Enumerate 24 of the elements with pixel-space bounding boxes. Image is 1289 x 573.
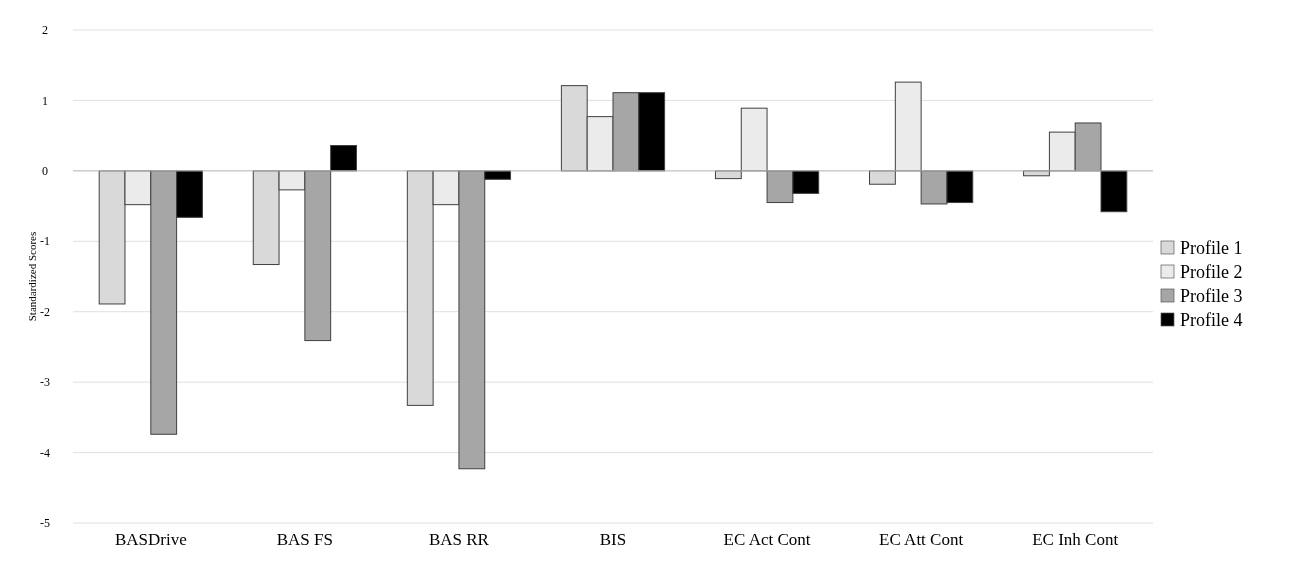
x-tick-label: EC Act Cont (723, 530, 811, 549)
legend-label: Profile 1 (1180, 238, 1243, 259)
y-axis-title: Standardized Scores (26, 231, 38, 322)
bar (1100, 170, 1128, 213)
y-tick-label: -1 (40, 234, 50, 249)
bar (869, 170, 896, 185)
y-tick-label: 1 (42, 93, 48, 108)
x-tick-label: BASDrive (114, 530, 187, 549)
y-tick-label: -2 (40, 304, 50, 319)
legend-label: Profile 4 (1180, 310, 1243, 331)
x-tick-label: BIS (599, 530, 627, 549)
y-tick-label: 0 (42, 164, 48, 179)
y-tick-label: -5 (40, 516, 50, 531)
y-tick-label: 2 (42, 23, 48, 38)
x-tick-label: BAS FS (276, 530, 333, 549)
x-tick-label: EC Att Cont (879, 530, 964, 549)
bar (740, 107, 768, 172)
x-tick-label: BAS RR (428, 530, 490, 549)
x-tick-label: EC Inh Cont (1032, 530, 1119, 549)
legend-label: Profile 3 (1180, 286, 1243, 307)
bar (330, 145, 357, 172)
legend-label: Profile 2 (1180, 262, 1243, 283)
y-tick-label: -4 (40, 445, 50, 460)
y-tick-label: -3 (40, 375, 50, 390)
